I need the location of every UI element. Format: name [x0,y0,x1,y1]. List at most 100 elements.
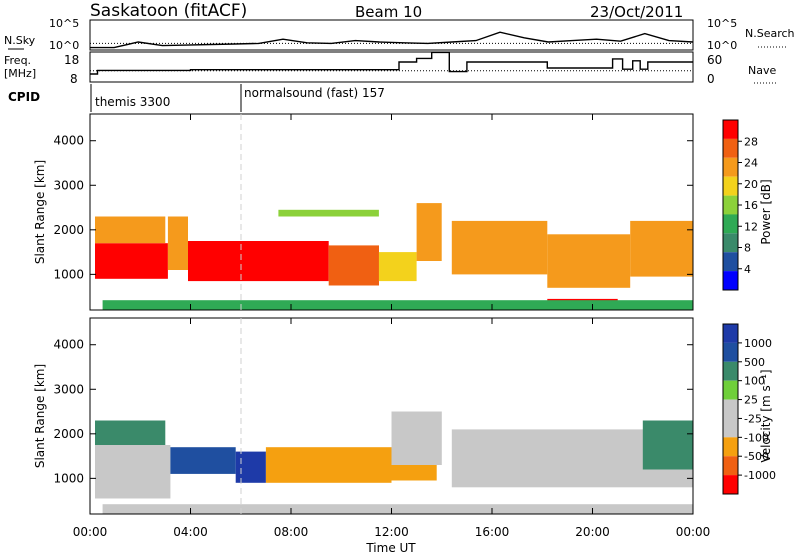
velocity-colorbar-label: -100 [744,431,769,444]
x-tick-label: 12:00 [374,525,409,539]
velocity-colorbar-segment [723,342,738,362]
x-tick-label: 20:00 [575,525,610,539]
power-region [167,216,188,270]
velocity-colorbar-label: Velocity [m s⁻¹] [759,369,773,462]
power-ylabel: Slant Range [km] [33,160,47,264]
power-colorbar-segment [723,138,738,158]
power-region [188,241,329,282]
power-ytick-label: 4000 [53,134,84,148]
freq-unit-label: [MHz] [4,67,36,80]
nsky-series-0 [90,31,694,49]
power-colorbar-segment [723,157,738,177]
x-axis-label: Time UT [365,541,416,554]
nsearch-label: N.Search [745,27,795,40]
x-tick-label: 04:00 [173,525,208,539]
power-xticks [89,114,694,310]
velocity-xticks: 00:00 04:00 08:00 12:00 16:00 20:00 00:00 [73,318,711,539]
velocity-region [235,451,266,483]
power-data [95,203,694,310]
x-tick-label: 00:00 [676,525,711,539]
velocity-panel: 1000 2000 3000 4000 00:00 04:00 08:00 12:00 16:… [33,317,776,554]
power-region [328,245,379,286]
freq-tick-top: 18 [64,53,79,67]
nsky-frame [89,19,694,51]
velocity-ytick-label: 4000 [53,338,84,352]
station-title: Saskatoon (fitACF) [90,1,247,21]
power-region [630,220,693,277]
velocity-ytick-label: 2000 [53,427,84,441]
cpid-panel: CPID themis 3300 normalsound (fast) 157 [8,84,385,112]
power-colorbar-segment [723,271,738,290]
cpid-label: CPID [8,90,40,104]
power-colorbar-label: 24 [744,157,758,170]
freq-tick-bottom: 8 [70,72,78,86]
velocity-colorbar-segment [723,475,738,494]
power-colorbar-segment [723,233,738,253]
velocity-colorbar-label: 1000 [744,337,772,350]
velocity-ytick-label: 1000 [53,471,84,485]
power-colorbar-segment [723,176,738,196]
velocity-region [95,420,166,445]
velocity-colorbar: 1000 500 100 25 -25 -100 -500 -1000 [722,323,776,495]
velocity-data [95,411,694,514]
velocity-ylabel: Slant Range [km] [33,364,47,468]
power-region [95,216,166,244]
velocity-yticks: 1000 2000 3000 4000 [53,338,693,485]
velocity-colorbar-segment [723,437,738,457]
power-colorbar-label: Power [dB] [759,179,773,244]
x-tick-label: 16:00 [475,525,510,539]
power-yticks: 1000 2000 3000 4000 [53,134,693,281]
power-colorbar-segment [723,252,738,272]
freq-series [90,51,693,75]
power-ytick-label: 2000 [53,223,84,237]
nsearch-tick-top: 10^5 [707,17,737,30]
velocity-region [170,447,236,474]
freq-frame [89,51,694,83]
power-colorbar-segment [723,195,738,215]
velocity-colorbar-segment [723,456,738,476]
nave-tick-bottom: 0 [707,72,715,86]
velocity-ytick-label: 3000 [53,382,84,396]
power-region [547,234,631,288]
power-colorbar-label: 20 [744,178,758,191]
power-ytick-label: 1000 [53,267,84,281]
cpid-entry-1: themis 3300 [95,95,170,109]
power-colorbar-segment [723,120,738,139]
velocity-colorbar-segment [723,380,738,400]
power-region [278,209,379,217]
velocity-colorbar-label: -25 [744,412,762,425]
freq-panel: Freq. [MHz] 18 8 60 0 Nave [4,51,778,86]
nsky-panel: N.Sky 10^5 10^0 10^5 10^0 N.Search [4,17,795,52]
velocity-region [265,447,392,483]
power-colorbar: 4 8 12 16 20 24 28 [722,119,758,291]
velocity-colorbar-segment [723,418,738,438]
velocity-colorbar-frame [722,323,739,495]
freq-label: Freq. [4,54,31,67]
nsky-label: N.Sky [4,34,36,47]
power-colorbar-segment [723,214,738,234]
nsearch-tick-bottom: 10^0 [707,39,737,52]
x-tick-label: 00:00 [73,525,108,539]
power-colorbar-label: 12 [744,220,758,233]
velocity-colorbar-label: 25 [744,394,758,407]
velocity-colorbar-segment [723,361,738,381]
velocity-colorbar-label: 500 [744,356,765,369]
velocity-region [378,460,437,481]
power-region [102,300,694,310]
velocity-region [95,445,171,499]
power-colorbar-label: 4 [744,263,751,276]
power-ytick-label: 3000 [53,178,84,192]
beam-title: Beam 10 [355,3,422,21]
velocity-region [391,411,442,465]
cpid-entry-2: normalsound (fast) 157 [244,86,385,100]
freq-series-0 [90,51,693,75]
velocity-region [102,504,694,514]
nsky-tick-bottom: 10^0 [49,39,79,52]
velocity-colorbar-label: -500 [744,450,769,463]
velocity-colorbar-label: -1000 [744,469,776,482]
velocity-colorbar-label: 100 [744,375,765,388]
power-region [451,220,548,275]
power-region [378,252,417,282]
x-tick-label: 08:00 [274,525,309,539]
